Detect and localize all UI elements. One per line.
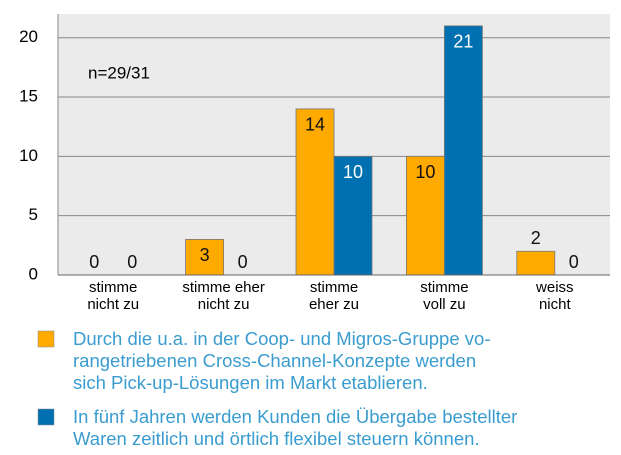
value-label: 10: [415, 162, 435, 182]
value-label: 10: [343, 162, 363, 182]
y-tick-label: 10: [19, 146, 38, 165]
value-label: 0: [569, 252, 579, 272]
legend-label: In fünf Jahren werden Kunden die Übergab…: [73, 406, 517, 449]
value-label: 0: [238, 252, 248, 272]
value-label: 0: [127, 252, 137, 272]
y-tick-label: 0: [29, 264, 38, 283]
value-label: 0: [89, 252, 99, 272]
bar: [185, 239, 225, 276]
y-tick-label: 15: [19, 87, 38, 106]
bar: [443, 25, 483, 276]
x-tick-label: stimme voll zu: [420, 279, 468, 313]
x-tick-label: stimme eher zu: [309, 279, 359, 313]
x-tick-label: weiss nicht: [535, 279, 574, 313]
bar: [516, 250, 556, 276]
legend-swatch: [37, 408, 55, 426]
legend-swatch: [37, 330, 55, 348]
annotation: n=29/31: [88, 63, 150, 82]
x-tick-label: stimme eher nicht zu: [182, 279, 265, 313]
y-tick-label: 20: [19, 27, 38, 46]
value-label: 3: [200, 245, 210, 265]
value-label: 21: [453, 32, 473, 52]
value-label: 14: [305, 115, 325, 135]
value-label: 2: [531, 228, 541, 248]
x-tick-label: stimme nicht zu: [87, 279, 139, 313]
legend-label: Durch die u.a. in der Coop- und Migros-G…: [73, 328, 490, 393]
y-tick-label: 5: [29, 205, 38, 224]
